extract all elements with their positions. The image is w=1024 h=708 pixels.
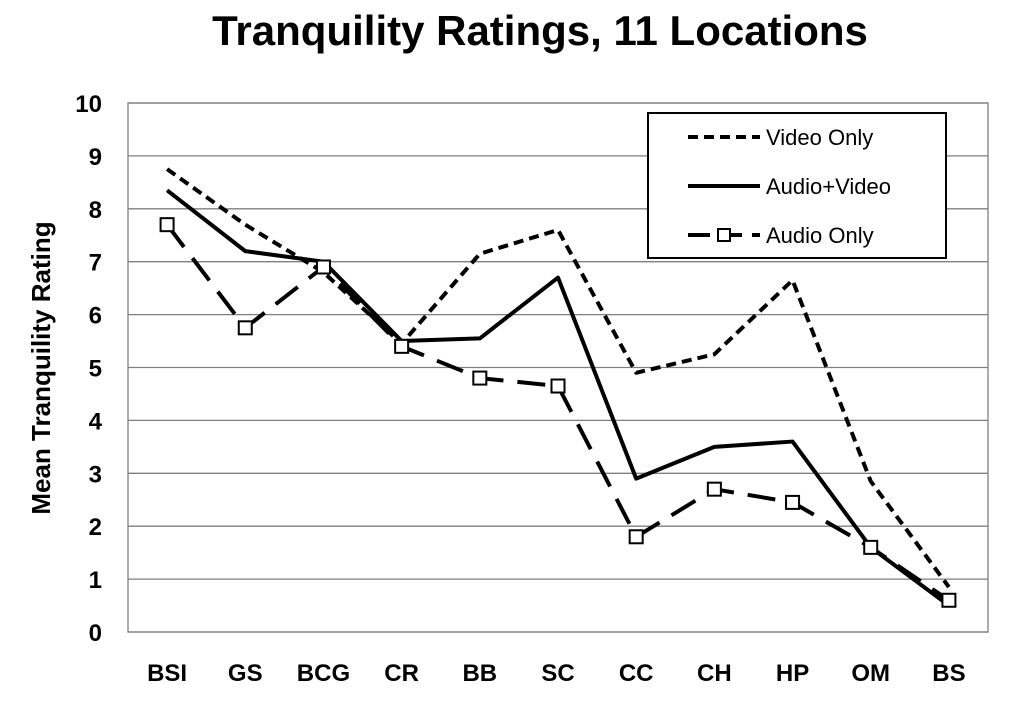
y-tick-label: 0 <box>89 620 102 647</box>
data-point-marker <box>628 529 644 545</box>
data-point-marker <box>315 259 331 275</box>
data-point-marker <box>237 320 253 336</box>
y-tick-label: 2 <box>89 514 102 541</box>
x-tick-label: GS <box>228 660 263 687</box>
x-tick-label: SC <box>541 660 574 687</box>
tick-labels: 0 1 2 3 4 5 6 7 8 9 10 BSI GS BCG CR BB SC CC CH HP OM BS <box>75 91 965 687</box>
series-line <box>165 167 951 589</box>
x-tick-label: HP <box>776 660 809 687</box>
data-point-marker <box>472 370 488 386</box>
x-tick-label: BSI <box>147 660 187 687</box>
data-point-marker <box>550 378 566 394</box>
x-tick-label: CR <box>384 660 419 687</box>
legend-label: Video Only <box>766 125 873 150</box>
x-tick-label: OM <box>851 660 890 687</box>
legend-marker <box>717 228 731 242</box>
data-point-marker <box>863 539 879 555</box>
y-tick-label: 5 <box>89 356 102 383</box>
y-tick-label: 7 <box>89 250 102 277</box>
y-tick-label: 4 <box>89 408 103 435</box>
x-tick-label: CC <box>619 660 654 687</box>
legend-label: Audio+Video <box>766 174 891 199</box>
x-tick-label: BB <box>462 660 497 687</box>
plot-area-border <box>127 102 989 633</box>
x-tick-label: BCG <box>297 660 350 687</box>
y-tick-label: 3 <box>89 461 102 488</box>
series-line <box>165 188 951 608</box>
data-point-marker <box>785 494 801 510</box>
data-point-marker <box>394 338 410 354</box>
series-lines <box>159 167 957 608</box>
y-tick-label: 6 <box>89 303 102 330</box>
chart-title: Tranquility Ratings, 11 Locations <box>212 7 868 54</box>
y-axis-label: Mean Tranquility Rating <box>26 221 56 514</box>
series-line <box>165 223 951 602</box>
legend-label: Audio Only <box>766 223 874 248</box>
x-tick-label: CH <box>697 660 732 687</box>
legend: Video Only Audio+Video Audio Only <box>647 112 947 259</box>
y-tick-label: 1 <box>89 567 102 594</box>
data-point-marker <box>159 217 175 233</box>
y-tick-label: 9 <box>89 144 102 171</box>
y-tick-label: 10 <box>75 91 102 118</box>
x-tick-label: BS <box>932 660 965 687</box>
data-point-marker <box>941 592 957 608</box>
data-point-marker <box>706 481 722 497</box>
y-tick-label: 8 <box>89 197 102 224</box>
